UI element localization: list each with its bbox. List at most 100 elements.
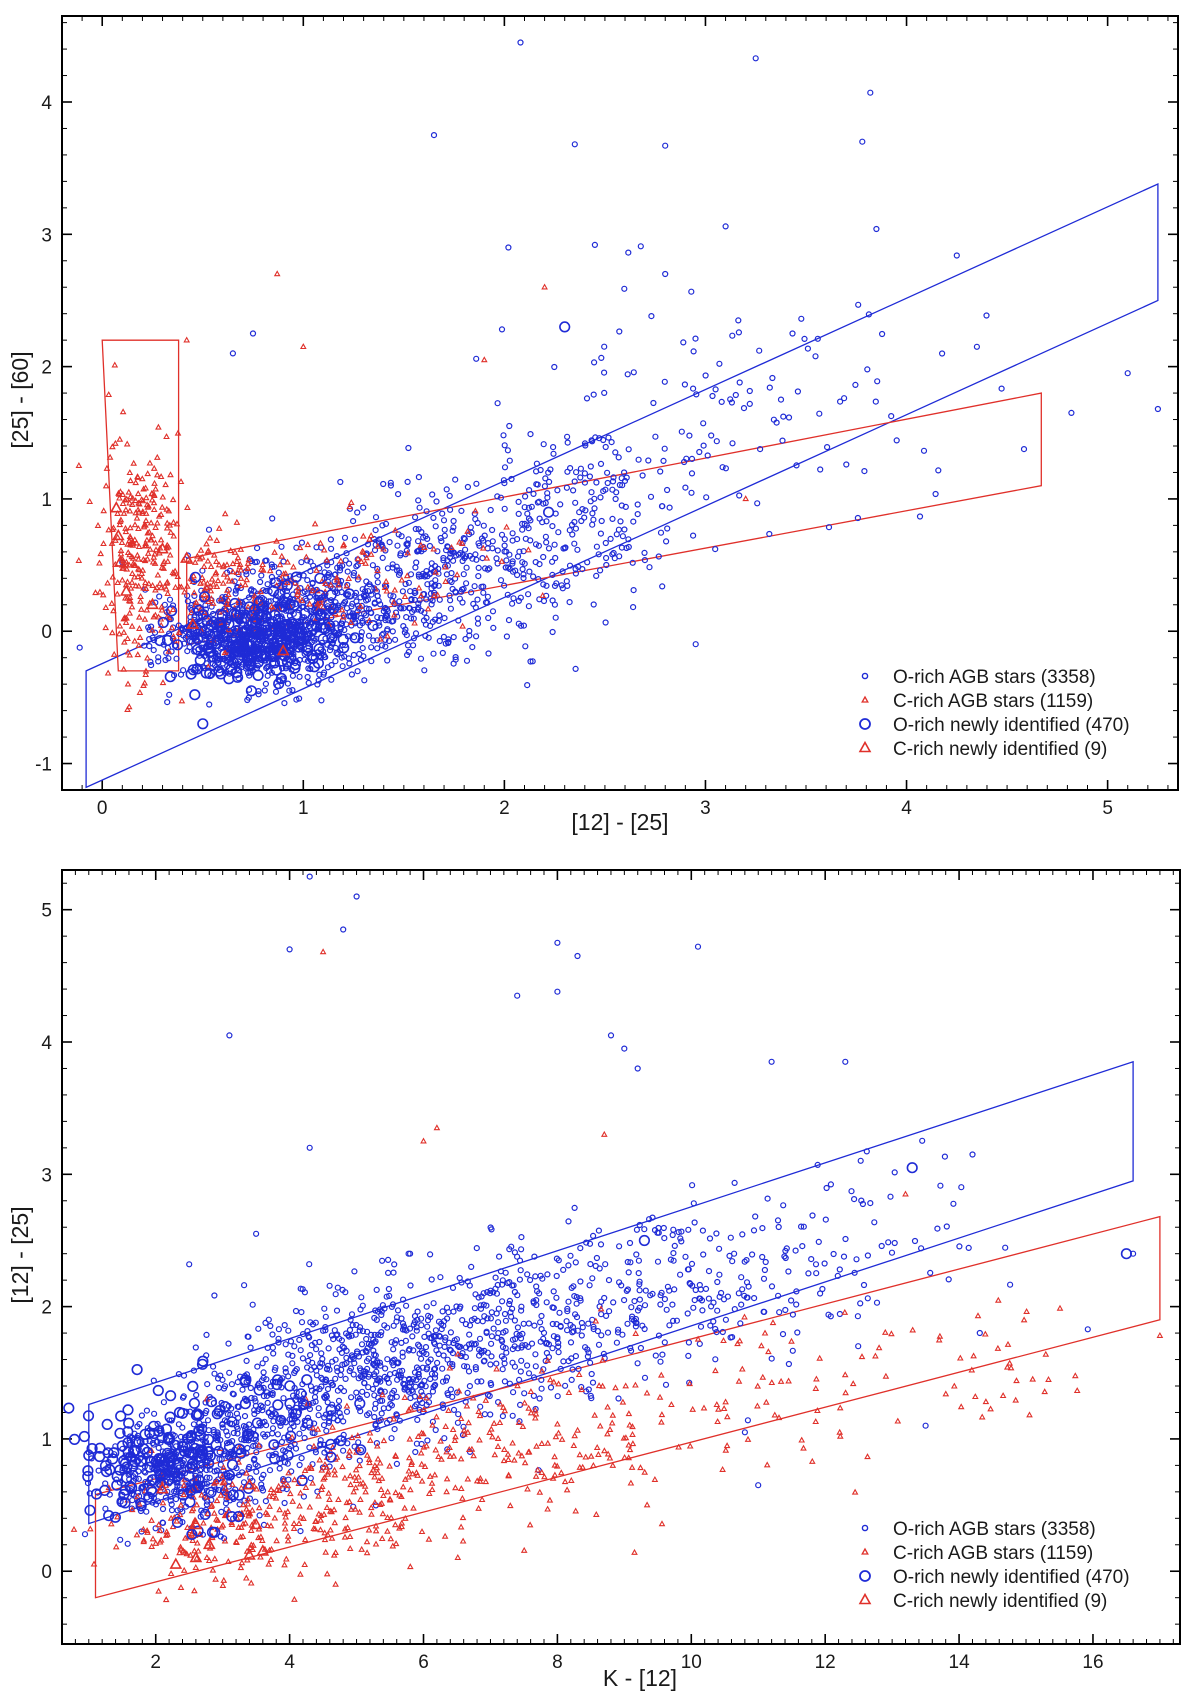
data-point bbox=[372, 1527, 380, 1534]
data-point bbox=[152, 546, 160, 553]
data-point bbox=[164, 698, 171, 706]
data-point bbox=[112, 439, 119, 446]
data-point bbox=[142, 517, 150, 524]
data-point bbox=[137, 597, 144, 604]
data-point bbox=[343, 1354, 350, 1362]
data-point bbox=[515, 498, 522, 505]
data-point bbox=[418, 1460, 426, 1467]
data-point bbox=[370, 637, 377, 644]
data-point bbox=[662, 270, 669, 278]
data-point bbox=[350, 1355, 357, 1363]
data-point bbox=[248, 1394, 255, 1402]
data-point bbox=[120, 638, 128, 645]
data-point bbox=[215, 668, 227, 680]
data-point bbox=[559, 321, 571, 333]
data-point bbox=[418, 1315, 425, 1322]
data-point bbox=[94, 521, 102, 528]
data-point bbox=[501, 582, 508, 589]
data-point bbox=[269, 609, 281, 621]
data-point bbox=[379, 642, 386, 649]
data-point bbox=[399, 1353, 406, 1360]
data-point bbox=[501, 480, 508, 487]
data-point bbox=[146, 1438, 153, 1445]
data-point bbox=[177, 1501, 185, 1508]
data-point bbox=[445, 1339, 453, 1346]
data-point bbox=[472, 604, 479, 611]
data-point bbox=[633, 1251, 640, 1258]
data-point bbox=[120, 628, 128, 635]
data-point bbox=[201, 591, 208, 598]
data-point bbox=[916, 513, 924, 520]
data-point bbox=[247, 1526, 255, 1533]
data-point bbox=[547, 1384, 555, 1391]
data-point bbox=[363, 1451, 371, 1458]
data-point bbox=[219, 648, 231, 660]
data-point bbox=[503, 633, 510, 640]
data-point bbox=[134, 490, 142, 497]
data-point bbox=[666, 1287, 673, 1294]
data-point bbox=[155, 1444, 162, 1452]
data-point bbox=[231, 578, 238, 585]
data-point bbox=[440, 633, 447, 641]
data-point bbox=[221, 649, 229, 656]
data-point bbox=[356, 1327, 363, 1334]
data-point bbox=[215, 524, 223, 531]
data-point bbox=[389, 1542, 397, 1549]
data-point bbox=[349, 632, 361, 644]
data-point bbox=[398, 576, 406, 583]
data-point bbox=[267, 1322, 274, 1330]
data-point bbox=[945, 1276, 952, 1283]
data-point bbox=[613, 489, 620, 496]
data-point bbox=[490, 1325, 497, 1332]
selection-region bbox=[101, 339, 180, 672]
data-point bbox=[433, 498, 440, 505]
data-point bbox=[325, 1489, 333, 1496]
data-point bbox=[296, 544, 304, 551]
data-point bbox=[857, 1157, 864, 1164]
data-point bbox=[549, 571, 556, 579]
data-point bbox=[394, 1307, 402, 1314]
data-point bbox=[117, 550, 125, 557]
data-point bbox=[700, 1251, 707, 1258]
data-point bbox=[501, 1378, 508, 1385]
data-point bbox=[509, 568, 517, 575]
data-point bbox=[359, 1373, 366, 1381]
data-point bbox=[298, 596, 306, 603]
data-point bbox=[208, 575, 216, 582]
data-point bbox=[421, 573, 428, 580]
data-point bbox=[225, 596, 232, 603]
data-point bbox=[425, 1330, 432, 1337]
data-point bbox=[262, 1356, 269, 1363]
data-point bbox=[351, 1505, 359, 1512]
data-point bbox=[394, 542, 401, 549]
data-point bbox=[525, 487, 533, 494]
data-point bbox=[131, 536, 139, 543]
data-point bbox=[144, 555, 151, 562]
data-point bbox=[276, 643, 290, 656]
data-point bbox=[549, 628, 556, 636]
data-point bbox=[241, 624, 253, 636]
data-point bbox=[800, 1223, 807, 1230]
data-point bbox=[264, 1399, 271, 1407]
data-point bbox=[132, 509, 140, 516]
data-point bbox=[145, 624, 152, 631]
data-point bbox=[172, 639, 184, 651]
data-point bbox=[405, 1250, 412, 1257]
data-point bbox=[739, 1231, 746, 1238]
data-point bbox=[518, 1303, 525, 1310]
data-point bbox=[314, 589, 326, 601]
data-point bbox=[401, 629, 408, 636]
data-point bbox=[761, 1308, 768, 1316]
data-point bbox=[163, 519, 171, 526]
data-point bbox=[191, 648, 198, 655]
data-point bbox=[337, 633, 349, 646]
data-point bbox=[480, 1290, 487, 1297]
data-point bbox=[337, 1413, 344, 1420]
data-point bbox=[281, 1519, 289, 1526]
data-point bbox=[399, 1483, 407, 1490]
data-point bbox=[423, 1303, 430, 1310]
data-point bbox=[156, 544, 164, 551]
data-point bbox=[533, 460, 541, 467]
data-point bbox=[544, 490, 551, 497]
data-point bbox=[549, 597, 556, 604]
